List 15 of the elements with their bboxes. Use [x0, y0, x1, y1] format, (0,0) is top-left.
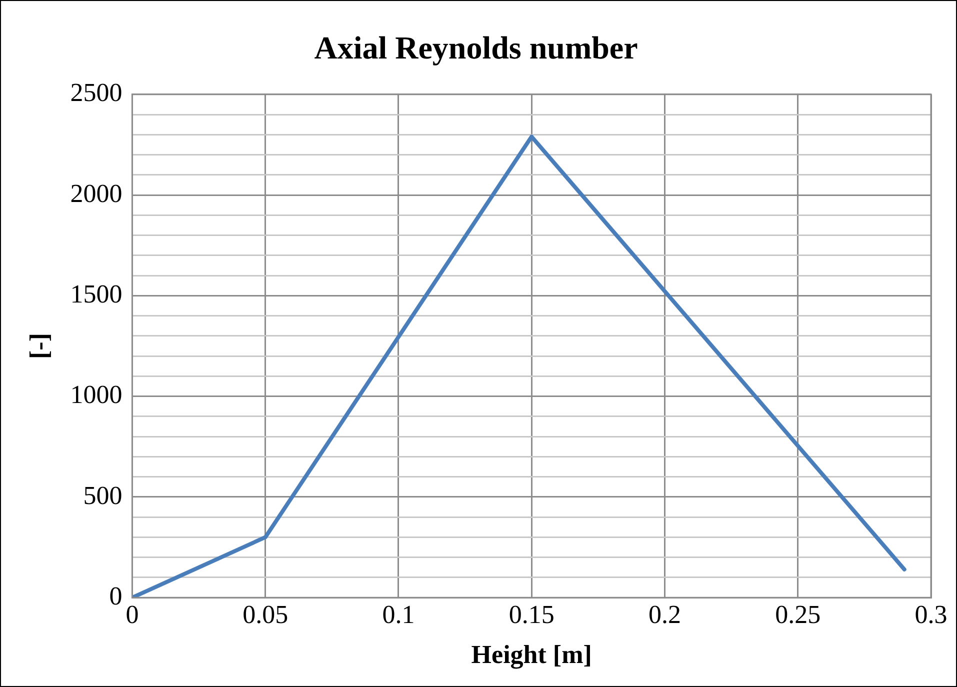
y-tick-label: 500 — [83, 480, 122, 510]
y-tick-label: 2000 — [70, 178, 122, 208]
x-tick-label: 0.2 — [648, 600, 681, 630]
x-tick-label: 0.15 — [508, 600, 554, 630]
chart-title: Axial Reynolds number — [314, 29, 638, 66]
x-tick-label: 0.25 — [775, 600, 821, 630]
y-tick-label: 2500 — [70, 78, 122, 108]
x-tick-label: 0.3 — [914, 600, 948, 630]
x-tick-label: 0.1 — [382, 600, 415, 630]
y-tick-label: 0 — [109, 581, 122, 610]
y-axis-title: [-] — [24, 333, 54, 359]
y-tick-label: 1000 — [70, 380, 122, 410]
x-axis-title: Height [m] — [471, 640, 592, 670]
x-tick-label: 0.05 — [242, 600, 288, 630]
y-tick-label: 1500 — [70, 280, 122, 309]
